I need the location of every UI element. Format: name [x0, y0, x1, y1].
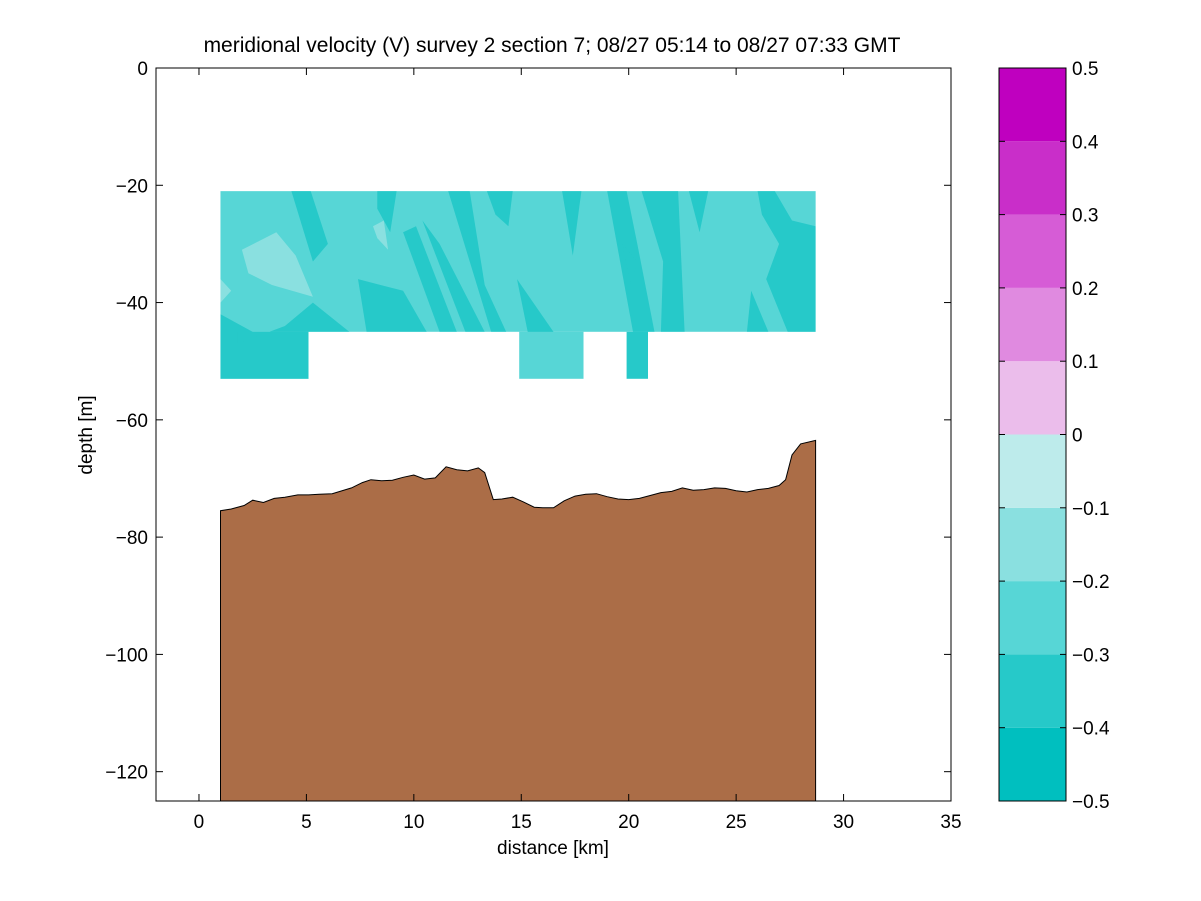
y-axis-label: depth [m]	[76, 395, 97, 474]
colorbar-tick-label: 0	[1072, 426, 1083, 447]
contour-region-weak	[241, 232, 313, 297]
colorbar-swatch	[999, 434, 1066, 508]
colorbar-swatch	[999, 727, 1066, 801]
contour-region-strong	[562, 191, 582, 256]
plot-area: 0 5 10 15 20 25 30 35 −120 −100 −80 −60 −40 −20 0	[105, 59, 961, 833]
contour-region-strong	[403, 226, 457, 332]
contour-region-strong	[220, 314, 309, 379]
contour-region-strong	[291, 191, 328, 262]
seafloor-area	[220, 439, 817, 801]
contour-region-strong	[237, 302, 350, 344]
contour-region-strong	[641, 191, 685, 332]
y-tick-label: −60	[116, 411, 148, 432]
colorbar-tick-label: −0.1	[1072, 499, 1110, 520]
x-axis-ticks: 0 5 10 15 20 25 30 35	[194, 68, 962, 833]
bathymetry	[220, 439, 817, 801]
contour-region-strong	[448, 191, 507, 332]
no-data-gap	[583, 331, 627, 379]
no-data-gap	[648, 331, 816, 379]
plot-frame	[155, 67, 952, 802]
colorbar-tick-label: 0.4	[1072, 132, 1099, 153]
colorbar: −0.5 −0.4 −0.3 −0.2 −0.1 0 0.1 0.2 0.3 0.4 0.5	[998, 59, 1110, 813]
no-data-gap	[308, 331, 520, 379]
colorbar-tick-label: −0.5	[1072, 792, 1110, 813]
colorbar-tick-label: −0.4	[1072, 719, 1110, 740]
colorbar-tick-label: 0.5	[1072, 59, 1098, 80]
contour-region-strong	[622, 243, 638, 285]
x-tick-label: 25	[726, 812, 747, 833]
y-tick-label: −80	[116, 528, 148, 549]
colorbar-swatch	[999, 68, 1066, 142]
colorbar-swatch	[999, 507, 1066, 582]
contour-region-strong	[688, 191, 709, 233]
colorbar-swatch	[999, 581, 1066, 655]
y-tick-label: −100	[105, 645, 148, 666]
chart-title: meridional velocity (V) survey 2 section…	[204, 34, 901, 57]
colorbar-swatch	[999, 361, 1066, 435]
y-axis-ticks: −120 −100 −80 −60 −40 −20 0	[105, 59, 951, 784]
y-tick-label: −120	[105, 763, 148, 784]
contour-region-strong	[377, 191, 397, 233]
velocity-patch-deep	[519, 331, 584, 379]
colorbar-tick-label: 0.3	[1072, 206, 1098, 227]
contour-region-weak	[373, 220, 389, 250]
velocity-patch-deep	[626, 331, 649, 379]
x-axis-label: distance [km]	[497, 838, 609, 859]
colorbar-swatch	[999, 141, 1066, 215]
x-tick-label: 35	[940, 812, 961, 833]
colorbar-swatch	[999, 654, 1066, 728]
x-tick-label: 30	[833, 812, 854, 833]
y-tick-label: −20	[116, 176, 148, 197]
x-tick-label: 20	[618, 812, 639, 833]
y-tick-label: −40	[116, 294, 148, 315]
colorbar-tick-label: −0.2	[1072, 572, 1110, 593]
velocity-field	[220, 191, 816, 379]
contour-region-strong	[757, 191, 816, 332]
x-tick-label: 0	[194, 812, 205, 833]
colorbar-tick-label: 0.2	[1072, 279, 1098, 300]
contour-region-strong	[358, 279, 427, 332]
contour-region-strong	[422, 220, 485, 332]
contour-region-strong	[486, 191, 513, 227]
contour-region-weak	[220, 279, 232, 303]
contour-region-strong	[746, 290, 769, 332]
colorbar-swatch	[999, 287, 1066, 362]
x-tick-label: 5	[301, 812, 312, 833]
x-tick-label: 15	[511, 812, 532, 833]
contour-region-strong	[517, 279, 554, 332]
colorbar-swatch	[999, 214, 1066, 288]
colorbar-tick-label: 0.1	[1072, 352, 1098, 373]
y-tick-label: 0	[137, 59, 148, 80]
x-tick-label: 10	[403, 812, 424, 833]
colorbar-tick-label: −0.3	[1072, 645, 1110, 666]
